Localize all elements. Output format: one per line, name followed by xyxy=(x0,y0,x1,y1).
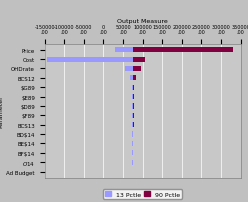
Bar xyxy=(115,48,233,53)
Bar xyxy=(132,160,133,165)
Bar xyxy=(47,57,145,62)
Bar xyxy=(130,76,136,81)
Bar xyxy=(132,85,133,90)
Bar xyxy=(125,67,133,72)
Bar xyxy=(132,132,133,137)
Bar xyxy=(132,104,133,109)
Y-axis label: Parameter: Parameter xyxy=(0,95,4,127)
Bar xyxy=(132,113,134,118)
Bar xyxy=(130,76,133,81)
Bar xyxy=(47,57,133,62)
Bar xyxy=(132,95,133,100)
Bar xyxy=(125,67,141,72)
Bar xyxy=(132,104,134,109)
Bar xyxy=(115,48,133,53)
Bar xyxy=(132,123,133,128)
Legend: 13 Pctle, 90 Pctle: 13 Pctle, 90 Pctle xyxy=(103,189,183,199)
Bar xyxy=(132,123,134,128)
Bar xyxy=(132,132,133,137)
Bar xyxy=(132,85,134,90)
Bar xyxy=(132,113,133,118)
Bar xyxy=(132,141,133,146)
Bar xyxy=(132,141,133,146)
Bar xyxy=(132,95,134,100)
Bar xyxy=(132,150,133,156)
Bar xyxy=(132,160,133,165)
X-axis label: Output Measure: Output Measure xyxy=(117,18,168,23)
Bar xyxy=(132,150,133,156)
